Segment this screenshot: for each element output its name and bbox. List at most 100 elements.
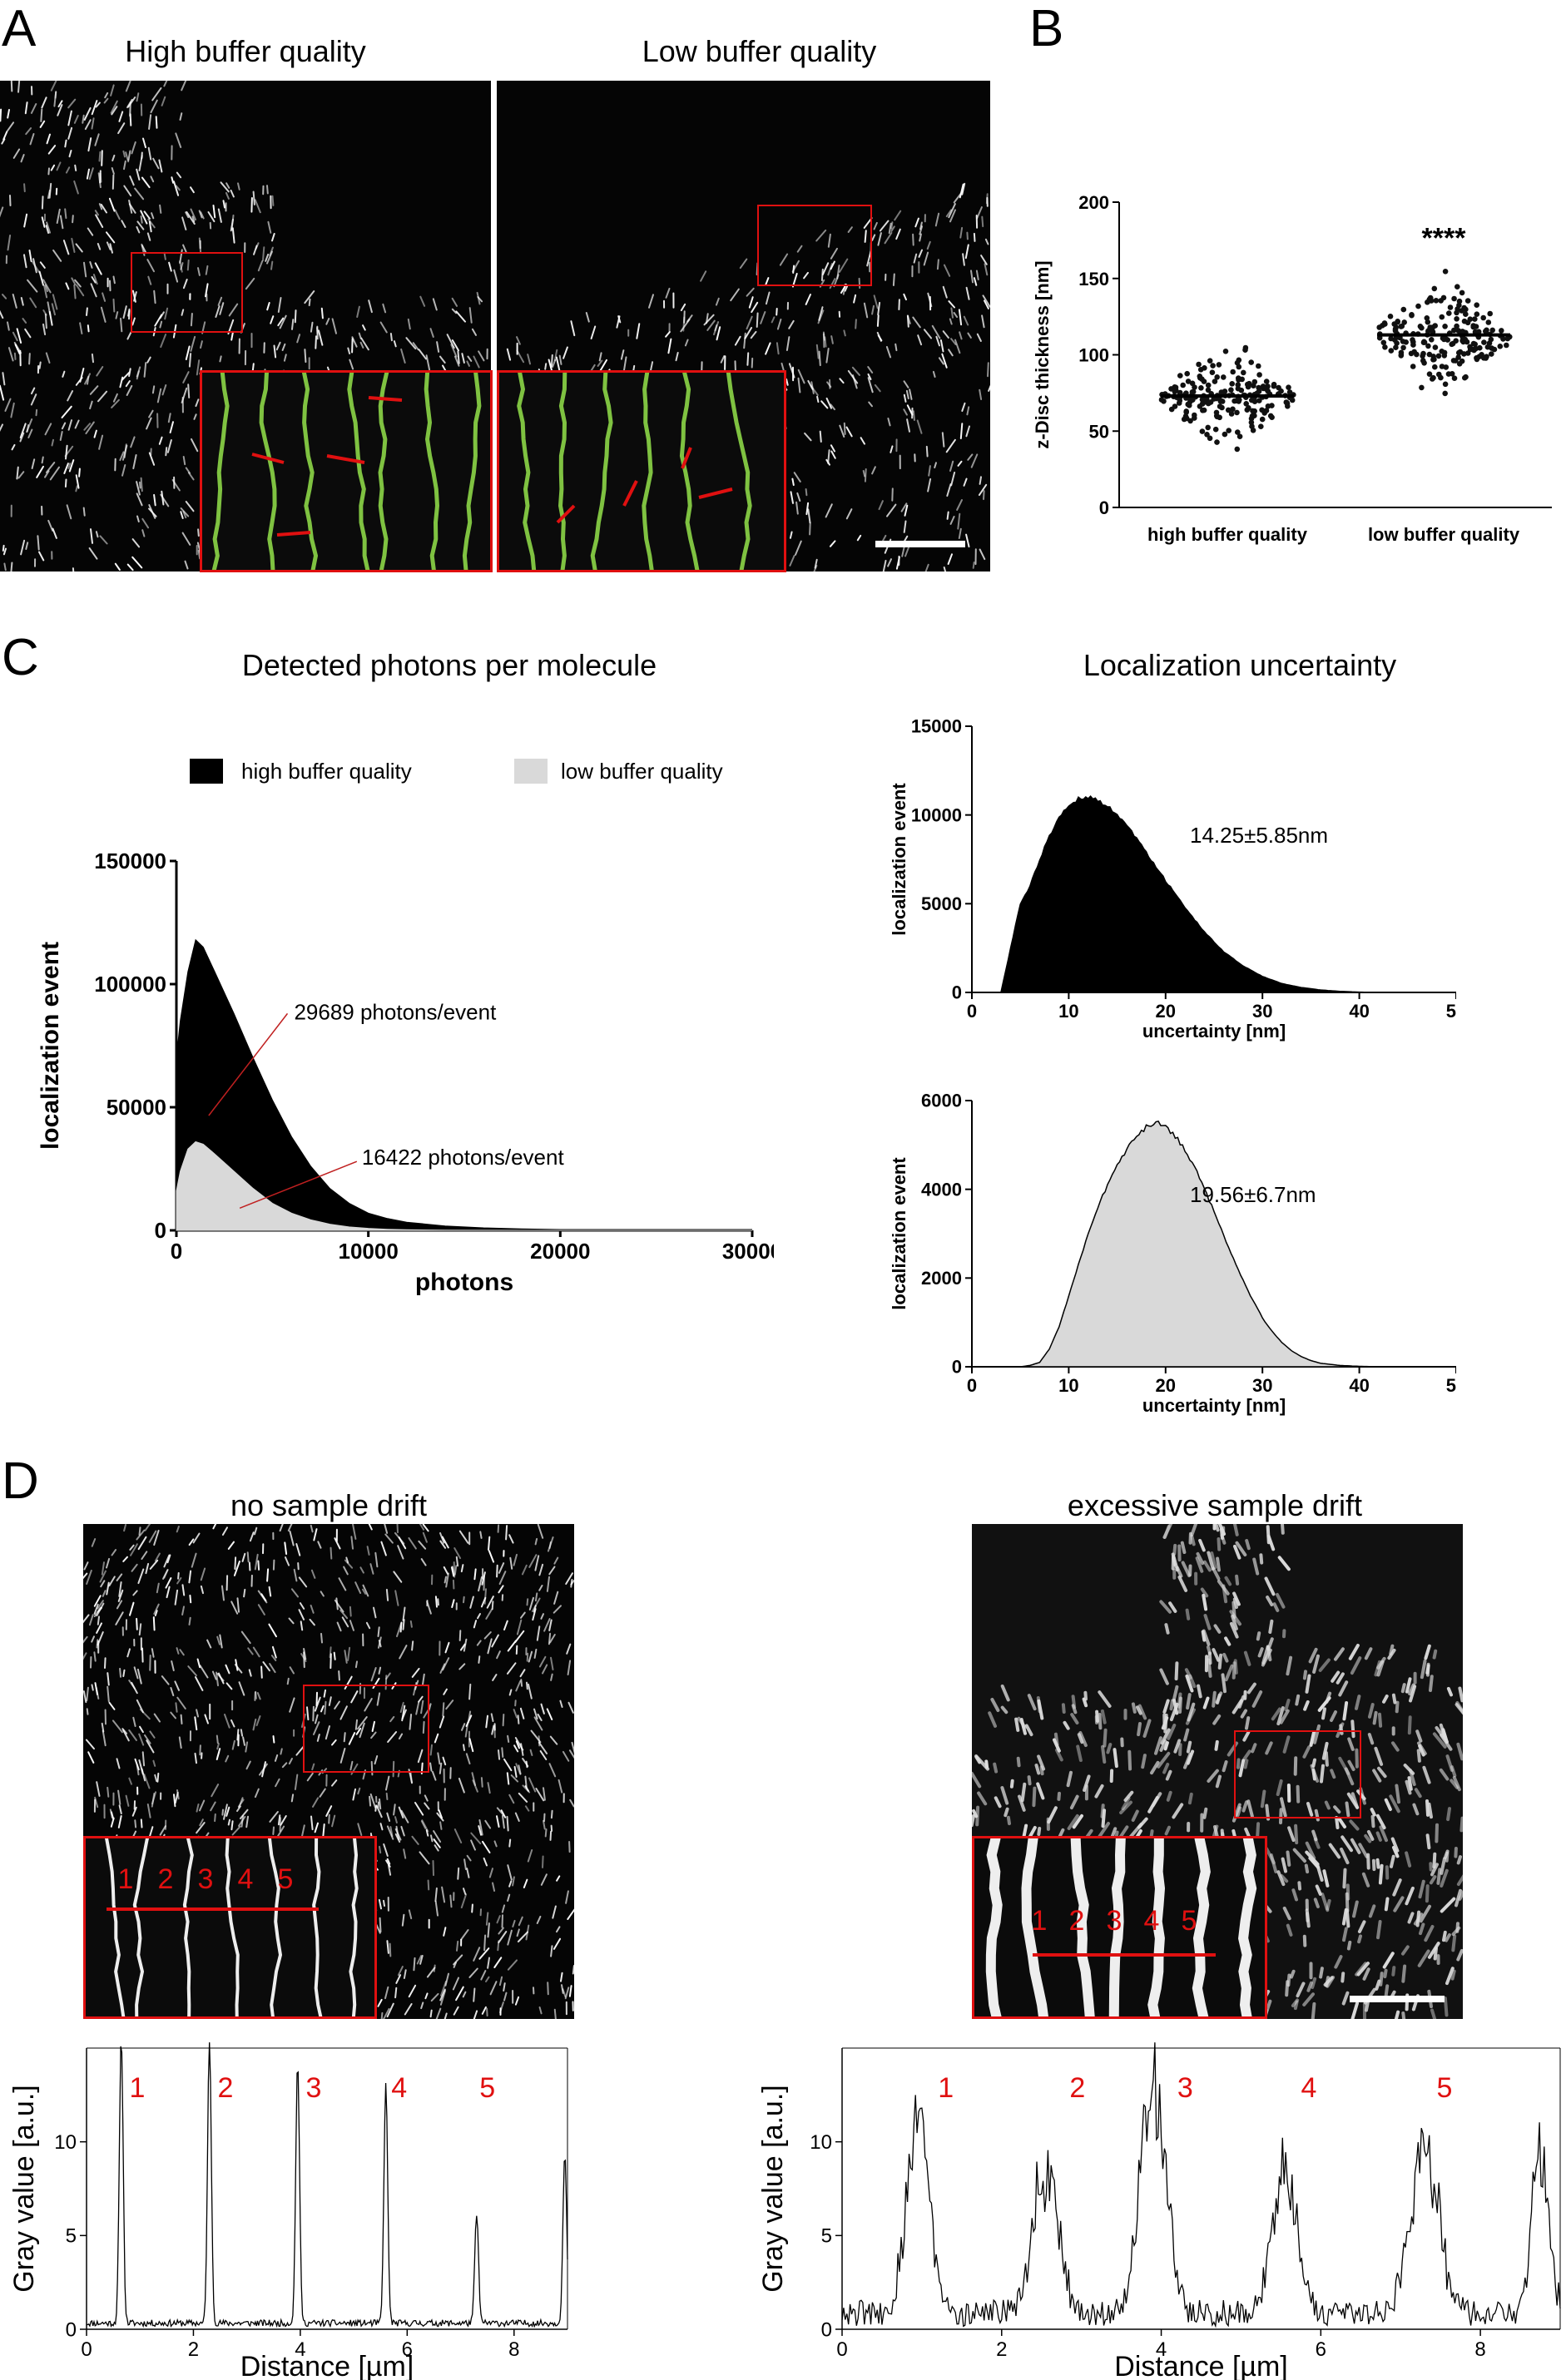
data-point: [1234, 446, 1241, 453]
data-point: [1197, 403, 1203, 409]
data-point: [1239, 376, 1245, 383]
y-axis-label: z-Disc thickness [nm]: [1032, 260, 1053, 448]
data-point: [1432, 323, 1438, 329]
data-point: [1256, 398, 1262, 403]
data-point: [1206, 400, 1212, 407]
z-line: [1108, 1838, 1126, 2016]
data-point: [1207, 358, 1213, 364]
z-line: [349, 1838, 359, 2016]
y-tick-label: 100: [1078, 345, 1109, 366]
legend-swatch-low: [514, 759, 548, 784]
z-line: [132, 1838, 149, 2016]
data-point: [1214, 439, 1220, 445]
z-line: [642, 373, 654, 570]
annotation-low: 16422 photons/event: [362, 1145, 565, 1170]
data-point: [1212, 379, 1218, 384]
z-line: [378, 373, 389, 570]
data-point: [1426, 351, 1433, 358]
histogram-area: [1020, 1121, 1399, 1368]
y-tick-label: 6000: [921, 1091, 962, 1111]
y-tick-label: 50000: [107, 1095, 166, 1120]
data-point: [1256, 372, 1262, 378]
data-point: [1433, 298, 1440, 304]
data-point: [1489, 351, 1494, 357]
x-category-label: high buffer quality: [1147, 524, 1308, 545]
data-point: [1474, 311, 1480, 317]
z-line: [1238, 1838, 1257, 2016]
data-point: [1463, 311, 1469, 317]
z-line: [517, 373, 537, 570]
inset-label: 1: [1032, 1905, 1048, 1937]
inset-label: 5: [1182, 1905, 1197, 1937]
data-point: [1190, 397, 1196, 403]
data-point: [1446, 310, 1452, 316]
data-point: [1420, 339, 1427, 345]
data-point: [1464, 298, 1471, 304]
legend-swatch-high: [190, 759, 223, 784]
data-point: [1267, 413, 1274, 419]
z-line: [679, 373, 700, 570]
data-point: [1480, 355, 1487, 361]
profile-line: [86, 2042, 568, 2328]
y-axis-label: localization event: [889, 783, 909, 936]
data-point: [1228, 411, 1235, 417]
data-point: [1426, 371, 1433, 377]
z-disc-thickness-chart: 0 50 100 150 200 z-Disc thickness [nm] high bu…: [1032, 192, 1552, 545]
data-point: [1205, 387, 1212, 393]
data-point: [1245, 383, 1251, 390]
data-point: [1472, 341, 1478, 348]
x-tick-label: 0: [171, 1239, 182, 1264]
data-point: [1182, 413, 1189, 419]
data-point: [1382, 344, 1388, 350]
x-tick-label: 4: [295, 2338, 305, 2361]
data-point: [1259, 416, 1266, 423]
data-point: [1200, 408, 1206, 413]
inset-texture: [211, 373, 482, 570]
x-tick-label: 30: [1252, 1001, 1272, 1022]
y-tick-label: 50: [1089, 421, 1109, 442]
thickness-marker: [368, 396, 403, 402]
panel-c-left-title: Detected photons per molecule: [241, 648, 657, 682]
panel-letter-d: D: [2, 1452, 39, 1510]
data-point: [1487, 310, 1493, 317]
data-point: [1484, 327, 1489, 334]
data-point: [1263, 379, 1270, 384]
roi-box-high: [131, 252, 243, 333]
data-point: [1183, 409, 1189, 415]
data-point: [1256, 384, 1261, 391]
data-point: [1454, 316, 1459, 322]
data-point: [1459, 289, 1465, 296]
z-line: [558, 373, 567, 570]
data-point: [1260, 383, 1266, 389]
z-line: [182, 1838, 194, 2016]
data-point: [1236, 433, 1243, 439]
thickness-marker: [276, 531, 311, 537]
x-axis-label: Distance [µm]: [1114, 2351, 1288, 2380]
inset-low-buffer: [497, 370, 786, 572]
data-point: [1187, 418, 1193, 424]
x-category-label: low buffer quality: [1368, 524, 1520, 545]
x-tick-label: 10000: [339, 1239, 399, 1264]
scale-bar-d: [1350, 1996, 1445, 2002]
x-tick-label: 20: [1156, 1375, 1176, 1396]
peak-label: 2: [218, 2072, 234, 2104]
data-point: [1380, 323, 1385, 329]
x-tick-label: 40: [1349, 1001, 1369, 1022]
annotation-leader-high: [208, 1012, 289, 1116]
inset-label: 4: [1144, 1905, 1160, 1937]
data-point: [1497, 344, 1504, 349]
data-point: [1212, 426, 1219, 433]
data-point: [1250, 408, 1256, 414]
data-point: [1430, 357, 1436, 363]
data-point: [1217, 403, 1223, 409]
data-point: [1168, 406, 1175, 413]
data-point: [1485, 319, 1492, 325]
data-point: [1451, 295, 1457, 302]
data-point: [1431, 285, 1438, 292]
data-point: [1197, 374, 1203, 379]
data-point: [1454, 323, 1459, 329]
